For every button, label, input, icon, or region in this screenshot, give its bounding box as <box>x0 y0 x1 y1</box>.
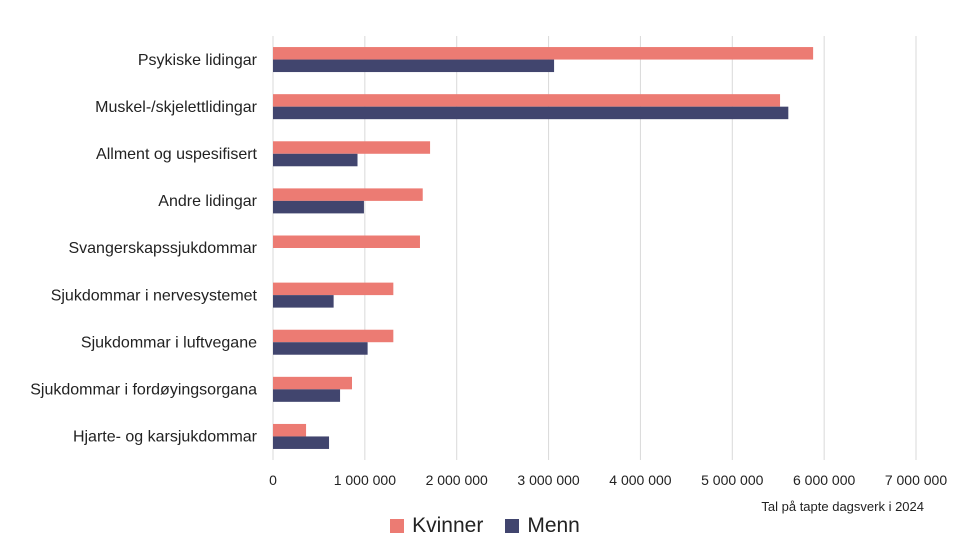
bar-menn <box>273 153 358 167</box>
category-label: Sjukdommar i luftvegane <box>81 334 257 351</box>
x-tick-label: 2 000 000 <box>426 472 488 488</box>
x-tick-label: 3 000 000 <box>517 472 579 488</box>
legend-item-menn: Menn <box>505 514 580 538</box>
bar-kvinner <box>273 235 420 248</box>
category-label: Sjukdommar i nervesystemet <box>51 287 258 304</box>
legend-item-kvinner: Kvinner <box>390 514 483 538</box>
x-tick-label: 6 000 000 <box>793 472 855 488</box>
bar-kvinner <box>273 47 814 60</box>
category-label: Muskel-/skjelettlidingar <box>95 99 258 116</box>
x-tick-label: 5 000 000 <box>701 472 763 488</box>
x-tick-label: 4 000 000 <box>609 472 671 488</box>
bar-kvinner <box>273 94 781 107</box>
bar-menn <box>273 59 555 73</box>
bar-menn <box>273 106 789 120</box>
category-label: Allment og uspesifisert <box>96 146 258 163</box>
legend-swatch <box>390 519 405 533</box>
legend: Kvinner Menn <box>0 514 970 538</box>
bar-chart: 0 1 000 000 2 000 000 3 000 000 4 000 000 5 0… <box>30 36 947 488</box>
bar-kvinner <box>273 376 352 390</box>
x-axis-label: Tal på tapte dagsverk i 2024 <box>761 499 924 514</box>
bar-kvinner <box>273 282 394 296</box>
bar-menn <box>273 295 334 308</box>
bar-kvinner <box>273 329 394 343</box>
category-label: Svangerskapssjukdommar <box>68 240 257 257</box>
bar-kvinner <box>273 423 307 437</box>
legend-label: Kvinner <box>412 514 484 537</box>
legend-label: Menn <box>527 514 580 537</box>
x-tick-label: 7 000 000 <box>885 472 947 488</box>
bar-menn <box>273 436 330 449</box>
category-label: Hjarte- og karsjukdommar <box>73 429 258 446</box>
x-tick-label: 0 <box>269 472 277 488</box>
category-label: Sjukdommar i fordøyingsorgana <box>30 382 257 399</box>
category-label: Psykiske lidingar <box>138 52 258 69</box>
x-tick-label: 1 000 000 <box>334 472 396 488</box>
bar-menn <box>273 200 364 214</box>
bar-kvinner <box>273 188 423 201</box>
bar-menn <box>273 389 341 402</box>
category-label: Andre lidingar <box>158 193 257 210</box>
bar-kvinner <box>273 141 431 154</box>
legend-swatch <box>505 519 520 533</box>
bar-menn <box>273 342 368 355</box>
